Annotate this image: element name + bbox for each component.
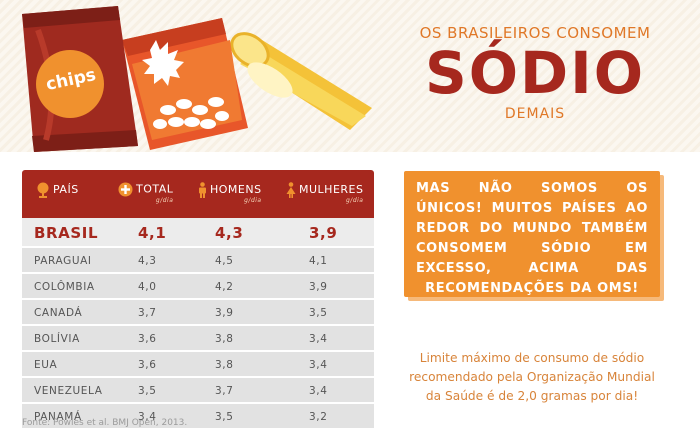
source-note: Fonte: Powles et al. BMJ Open, 2013.: [22, 418, 188, 428]
table-row: VENEZUELA 3,5 3,7 3,4: [22, 378, 374, 404]
table-row: PANAMÁ 3,4 3,5 3,2: [22, 404, 374, 430]
cell-mulheres: 3,2: [309, 411, 328, 423]
cell-mulheres: 3,5: [309, 307, 328, 319]
cell-homens: 4,2: [215, 281, 234, 293]
headline: OS BRASILEIROS CONSOMEM SÓDIO DEMAIS: [400, 24, 670, 122]
col-header-pais: PAÍS: [36, 182, 79, 198]
cell-pais: PARAGUAI: [34, 255, 92, 267]
table-row: BOLÍVIA 3,6 3,8 3,4: [22, 326, 374, 352]
cookie-roll-icon: [230, 32, 372, 130]
cell-homens: 4,3: [215, 224, 244, 242]
cell-pais: BRASIL: [34, 224, 99, 242]
table-row: COLÔMBIA 4,0 4,2 3,9: [22, 274, 374, 300]
table-row: PARAGUAI 4,3 4,5 4,1: [22, 248, 374, 274]
cell-pais: CANADÁ: [34, 307, 83, 319]
cell-total: 3,4: [138, 411, 157, 423]
sodium-table: PAÍS TOTAL g/dia HOMENS g/dia MULHERES g…: [22, 170, 374, 430]
recommendation-note: Limite máximo de consumo de sódio recome…: [409, 351, 655, 403]
cell-mulheres: 3,4: [309, 385, 328, 397]
cell-total: 3,6: [138, 333, 157, 345]
female-person-icon: [286, 182, 296, 198]
cell-pais: COLÔMBIA: [34, 281, 95, 293]
cell-homens: 3,7: [215, 385, 234, 397]
callout-box: MAS NÃO SOMOS OS ÚNICOS! MUITOS PAÍSES A…: [404, 171, 660, 297]
headline-top: OS BRASILEIROS CONSOMEM: [419, 24, 651, 42]
cell-homens: 3,5: [215, 411, 234, 423]
globe-icon: [37, 182, 49, 198]
chips-bag-icon: [22, 6, 138, 152]
cell-homens: 3,9: [215, 307, 234, 319]
col-header-homens: HOMENS g/dia: [198, 182, 262, 204]
cell-total: 4,1: [138, 224, 167, 242]
cell-homens: 4,5: [215, 255, 234, 267]
col-header-mulheres: MULHERES g/dia: [286, 182, 363, 204]
cell-total: 4,3: [138, 255, 157, 267]
table-row: EUA 3,6 3,8 3,4: [22, 352, 374, 378]
cell-pais: BOLÍVIA: [34, 333, 80, 345]
cell-pais: VENEZUELA: [34, 385, 103, 397]
cell-total: 3,5: [138, 385, 157, 397]
table-row-brasil: BRASIL 4,1 4,3 3,9: [22, 218, 374, 248]
cell-pais: PANAMÁ: [34, 411, 82, 423]
cell-mulheres: 3,4: [309, 333, 328, 345]
cell-total: 4,0: [138, 281, 157, 293]
cell-mulheres: 3,4: [309, 359, 328, 371]
headline-title: SÓDIO: [424, 39, 646, 107]
headline-bottom: DEMAIS: [504, 106, 566, 122]
snacks-illustration: [22, 6, 372, 152]
cell-homens: 3,8: [215, 333, 234, 345]
cell-mulheres: 3,9: [309, 281, 328, 293]
table-row: CANADÁ 3,7 3,9 3,5: [22, 300, 374, 326]
plus-circle-icon: [118, 182, 133, 197]
col-header-total: TOTAL g/dia: [118, 182, 173, 204]
cell-homens: 3,8: [215, 359, 234, 371]
male-person-icon: [199, 182, 206, 198]
snack-bag-icon: [122, 18, 248, 150]
cell-total: 3,6: [138, 359, 157, 371]
cell-total: 3,7: [138, 307, 157, 319]
cell-mulheres: 4,1: [309, 255, 328, 267]
cell-mulheres: 3,9: [309, 224, 338, 242]
table-header: PAÍS TOTAL g/dia HOMENS g/dia MULHERES g…: [22, 170, 374, 218]
cell-pais: EUA: [34, 359, 58, 371]
